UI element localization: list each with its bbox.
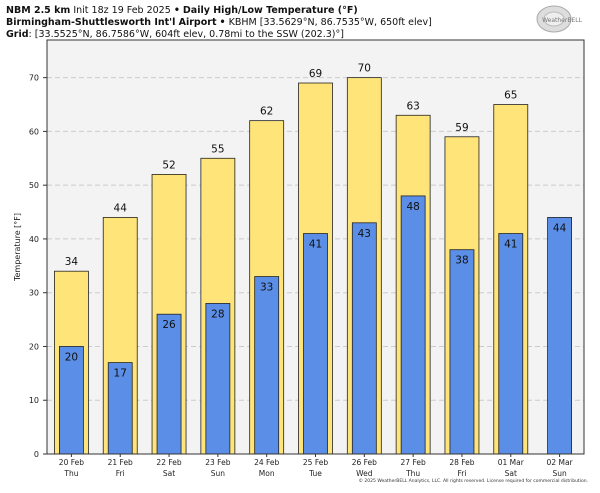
low-bar xyxy=(303,233,328,455)
y-tick-label: 60 xyxy=(29,127,39,136)
x-tick-label: 24 Feb xyxy=(254,458,279,467)
header-line-1: NBM 2.5 km Init 18z 19 Feb 2025 • Daily … xyxy=(6,5,358,16)
x-weekday-label: Sun xyxy=(211,469,226,478)
x-weekday-label: Tue xyxy=(308,469,322,478)
x-weekday-label: Thu xyxy=(63,469,78,478)
plot-frame xyxy=(46,39,585,455)
x-weekday-label: Mon xyxy=(259,469,275,478)
low-label: 41 xyxy=(504,239,517,251)
x-tick-label: 28 Feb xyxy=(449,458,474,467)
y-axis-label: Temperature [°F] xyxy=(13,213,22,282)
low-bar xyxy=(59,346,84,455)
x-weekday-label: Wed xyxy=(356,469,373,478)
low-bar xyxy=(205,303,231,455)
low-bar xyxy=(254,276,280,455)
x-weekday-label: Fri xyxy=(116,469,125,478)
low-bar xyxy=(107,362,133,455)
x-tick-label: 01 Mar xyxy=(498,458,525,467)
high-label: 65 xyxy=(504,90,517,102)
high-label: 59 xyxy=(455,122,468,134)
grid-label: Grid xyxy=(6,29,29,40)
grid-info: [33.5525°N, 86.7586°W, 604ft elev, 0.78m… xyxy=(34,29,344,40)
station-info: KBHM [33.5629°N, 86.7535°W, 650ft elev] xyxy=(228,17,432,28)
svg-text:WeatherBELL: WeatherBELL xyxy=(542,17,583,24)
low-bar xyxy=(547,217,572,455)
header-line-3: Grid: [33.5525°N, 86.7586°W, 604ft elev,… xyxy=(6,29,344,40)
x-weekday-label: Fri xyxy=(457,469,466,478)
x-tick-label: 22 Feb xyxy=(156,458,181,467)
low-bar xyxy=(400,195,426,455)
x-weekday-label: Sun xyxy=(552,469,567,478)
y-tick-label: 30 xyxy=(29,289,39,298)
low-label: 28 xyxy=(211,308,224,320)
weatherbell-logo: WeatherBELL xyxy=(536,5,583,33)
high-label: 62 xyxy=(260,106,273,118)
x-tick-label: 25 Feb xyxy=(303,458,328,467)
model-name: NBM 2.5 km xyxy=(6,5,71,16)
x-tick-label: 21 Feb xyxy=(108,458,133,467)
low-label: 26 xyxy=(162,319,176,331)
low-bar xyxy=(498,233,524,455)
separator: • xyxy=(173,5,180,16)
station-name: Birmingham-Shuttlesworth Int'l Airport xyxy=(6,17,217,28)
x-tick-label: 23 Feb xyxy=(205,458,230,467)
high-label: 34 xyxy=(65,256,79,268)
y-tick-label: 10 xyxy=(29,396,39,405)
copyright-footer: © 2025 WeatherBELL Analytics, LLC. All r… xyxy=(358,479,589,484)
chart-title: Daily High/Low Temperature (°F) xyxy=(182,5,358,16)
header-line-2: Birmingham-Shuttlesworth Int'l Airport •… xyxy=(6,17,432,28)
high-label: 44 xyxy=(114,202,128,214)
low-label: 20 xyxy=(65,351,78,363)
high-label: 63 xyxy=(406,100,419,112)
y-tick-label: 0 xyxy=(34,450,39,459)
x-tick-label: 02 Mar xyxy=(547,458,574,467)
x-tick-label: 20 Feb xyxy=(59,458,84,467)
init-time: Init 18z 19 Feb 2025 xyxy=(73,5,171,16)
high-label: 55 xyxy=(211,143,224,155)
low-bar xyxy=(156,313,182,455)
low-label: 44 xyxy=(553,222,567,234)
x-tick-label: 26 Feb xyxy=(352,458,377,467)
low-label: 33 xyxy=(260,282,273,294)
high-label: 69 xyxy=(309,68,322,80)
y-tick-label: 70 xyxy=(29,74,39,83)
x-weekday-label: Sat xyxy=(505,469,517,478)
high-label: 52 xyxy=(162,159,175,171)
x-weekday-label: Thu xyxy=(405,469,420,478)
y-tick-label: 40 xyxy=(29,235,39,244)
low-label: 48 xyxy=(406,201,419,213)
x-tick-label: 27 Feb xyxy=(401,458,426,467)
separator: • xyxy=(219,17,226,28)
low-bar xyxy=(449,249,475,455)
low-label: 38 xyxy=(455,255,468,267)
y-tick-label: 20 xyxy=(29,342,39,351)
y-tick-label: 50 xyxy=(29,181,39,190)
high-label: 70 xyxy=(358,63,371,75)
low-label: 17 xyxy=(114,368,127,380)
low-label: 41 xyxy=(309,239,322,251)
low-bar xyxy=(351,222,377,455)
low-label: 43 xyxy=(358,228,371,240)
x-weekday-label: Sat xyxy=(163,469,175,478)
